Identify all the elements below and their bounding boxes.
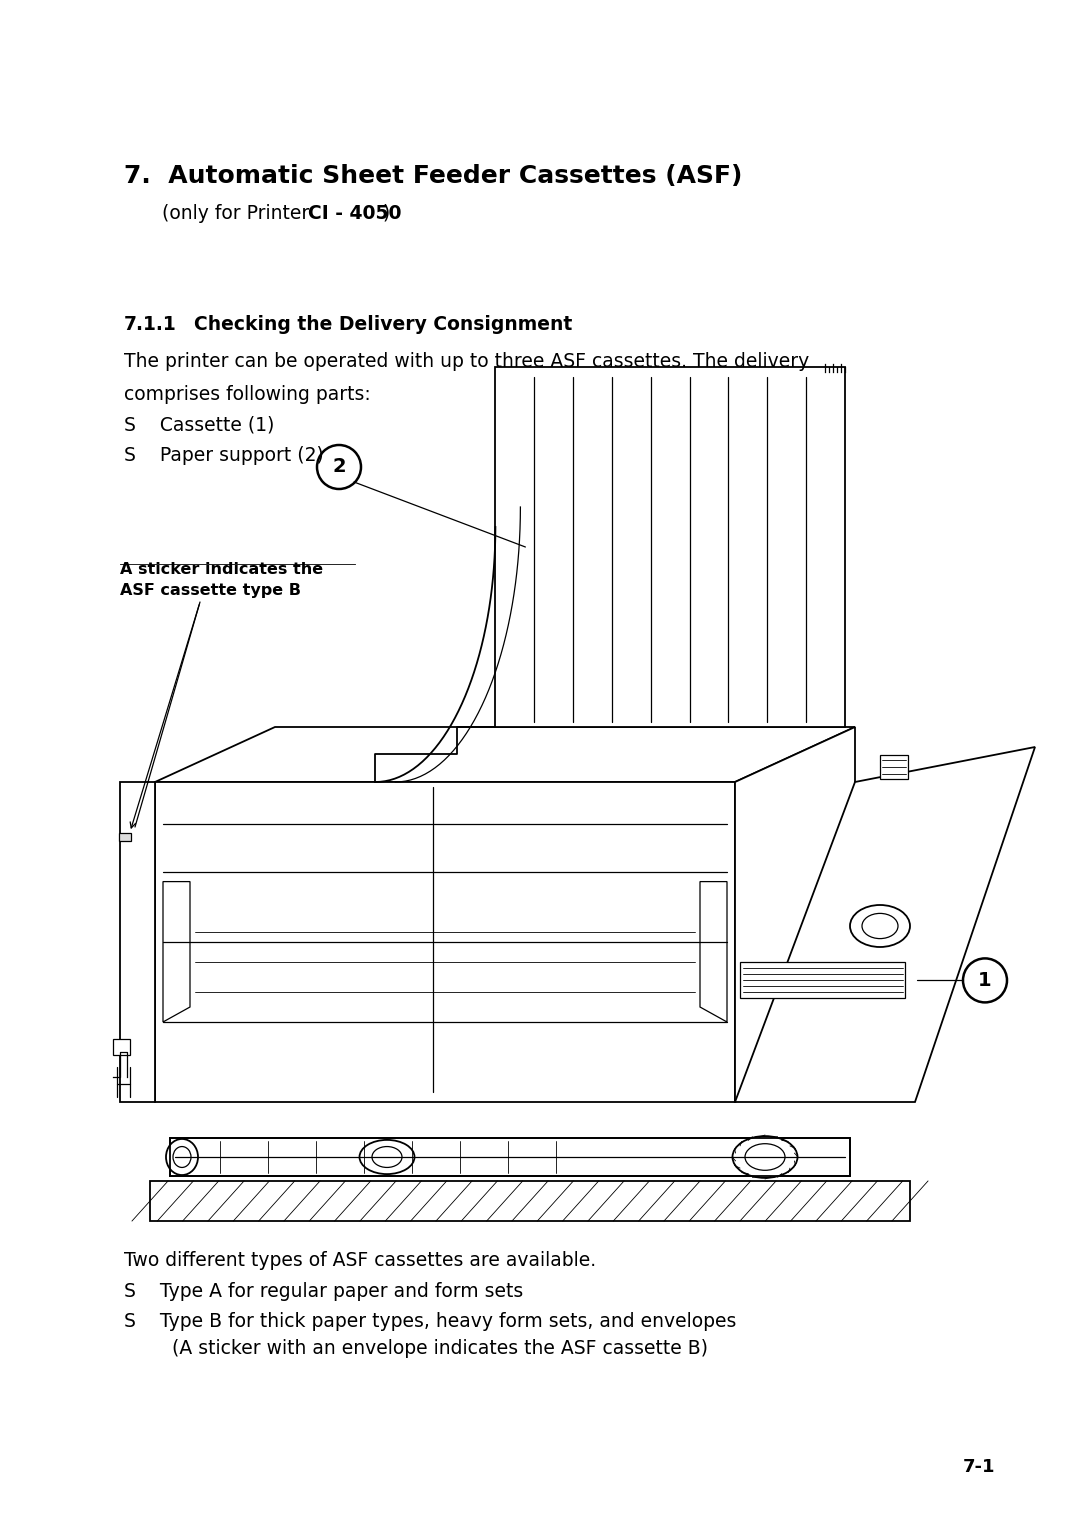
Text: 1: 1 xyxy=(978,971,991,989)
Text: CI - 4050: CI - 4050 xyxy=(308,204,402,222)
Text: S    Type B for thick paper types, heavy form sets, and envelopes: S Type B for thick paper types, heavy fo… xyxy=(124,1312,737,1330)
Ellipse shape xyxy=(862,913,897,939)
Text: S    Cassette (1): S Cassette (1) xyxy=(124,416,274,434)
Ellipse shape xyxy=(360,1140,415,1173)
Polygon shape xyxy=(496,367,845,728)
Polygon shape xyxy=(119,833,131,842)
Polygon shape xyxy=(163,881,190,1021)
FancyBboxPatch shape xyxy=(170,1138,850,1177)
Polygon shape xyxy=(735,747,1035,1102)
Text: 7-1: 7-1 xyxy=(962,1458,995,1476)
Text: S    Type A for regular paper and form sets: S Type A for regular paper and form sets xyxy=(124,1282,524,1300)
Polygon shape xyxy=(880,755,908,779)
Text: (only for Printer: (only for Printer xyxy=(162,204,315,222)
Polygon shape xyxy=(740,962,905,998)
Polygon shape xyxy=(156,782,735,1102)
Polygon shape xyxy=(156,728,855,782)
Polygon shape xyxy=(700,881,727,1021)
Text: S    Paper support (2): S Paper support (2) xyxy=(124,446,324,464)
Circle shape xyxy=(963,959,1007,1003)
Text: 2: 2 xyxy=(333,458,346,476)
Ellipse shape xyxy=(850,906,910,947)
Text: (A sticker with an envelope indicates the ASF cassette B): (A sticker with an envelope indicates th… xyxy=(124,1339,708,1358)
Circle shape xyxy=(318,444,361,489)
Text: Two different types of ASF cassettes are available.: Two different types of ASF cassettes are… xyxy=(124,1251,596,1269)
Ellipse shape xyxy=(732,1135,797,1178)
Text: ): ) xyxy=(382,204,390,222)
Polygon shape xyxy=(150,1181,910,1221)
Ellipse shape xyxy=(166,1138,198,1175)
Polygon shape xyxy=(120,782,156,1102)
Ellipse shape xyxy=(173,1146,191,1167)
Text: The printer can be operated with up to three ASF cassettes. The delivery: The printer can be operated with up to t… xyxy=(124,352,809,370)
Polygon shape xyxy=(735,728,855,1102)
Polygon shape xyxy=(113,1040,130,1055)
Text: 7.  Automatic Sheet Feeder Cassettes (ASF): 7. Automatic Sheet Feeder Cassettes (ASF… xyxy=(124,164,743,189)
Text: A sticker indicates the
ASF cassette type B: A sticker indicates the ASF cassette typ… xyxy=(120,562,323,598)
Text: comprises following parts:: comprises following parts: xyxy=(124,385,370,403)
Ellipse shape xyxy=(745,1143,785,1170)
Text: 7.1.1: 7.1.1 xyxy=(124,315,177,333)
Text: Checking the Delivery Consignment: Checking the Delivery Consignment xyxy=(194,315,572,333)
Ellipse shape xyxy=(372,1146,402,1167)
